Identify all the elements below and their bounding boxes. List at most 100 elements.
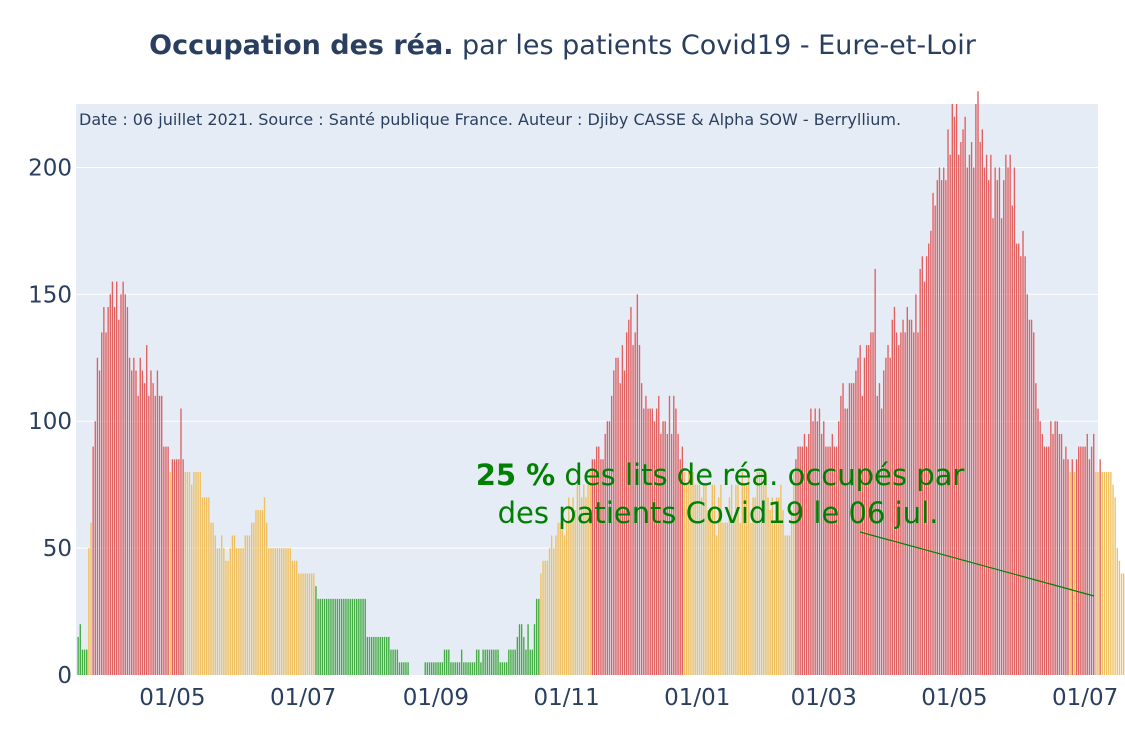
bar <box>463 662 465 675</box>
bar <box>1045 446 1048 675</box>
bar <box>1041 433 1043 675</box>
bar <box>323 598 326 675</box>
bar <box>949 154 951 675</box>
bar <box>643 408 645 675</box>
bar <box>210 522 212 675</box>
bar <box>340 598 343 675</box>
bar <box>456 662 459 675</box>
bar <box>831 433 834 675</box>
bar <box>953 116 956 675</box>
bar <box>688 471 690 675</box>
bar <box>433 662 435 675</box>
bar <box>608 421 611 675</box>
bar <box>718 497 720 675</box>
bar <box>263 497 266 675</box>
bar <box>334 598 336 675</box>
bar <box>645 395 647 675</box>
y-tick-label: 0 <box>57 663 72 689</box>
bar <box>276 548 279 675</box>
bar <box>630 307 632 675</box>
bar <box>259 510 261 675</box>
bar <box>902 319 904 675</box>
x-tick-label: 01/05 <box>139 685 205 711</box>
bar <box>201 497 204 675</box>
bar <box>1007 167 1009 675</box>
bar <box>315 586 317 675</box>
bar <box>553 548 555 675</box>
bar <box>878 383 881 675</box>
bar <box>739 522 741 675</box>
bar <box>283 548 285 675</box>
bar <box>964 116 966 675</box>
bar <box>850 383 853 675</box>
bar <box>928 243 930 675</box>
bar <box>255 510 257 675</box>
bar <box>870 332 872 675</box>
bar <box>77 636 79 675</box>
bar <box>445 649 448 675</box>
bar <box>137 395 139 675</box>
x-tick-label: 01/11 <box>533 685 599 711</box>
bar <box>351 598 354 675</box>
bar <box>103 307 105 675</box>
bar <box>233 535 236 675</box>
bar <box>377 636 379 675</box>
bar <box>664 421 666 675</box>
bar <box>270 548 272 675</box>
bar <box>510 649 512 675</box>
bar <box>576 484 579 675</box>
bar <box>482 649 484 675</box>
bar <box>649 408 651 675</box>
bar <box>715 535 718 675</box>
bar <box>368 636 371 675</box>
bar <box>349 598 351 675</box>
bar <box>375 636 377 675</box>
bar <box>700 497 703 675</box>
bar <box>771 497 774 675</box>
bar <box>670 433 673 675</box>
bar <box>430 662 433 675</box>
bar <box>1075 459 1078 675</box>
bar <box>1056 421 1058 675</box>
bar <box>561 522 564 675</box>
bar <box>857 357 859 675</box>
bar <box>760 471 763 675</box>
bar <box>426 662 429 675</box>
bar <box>460 649 463 675</box>
bar <box>328 598 330 675</box>
bar <box>570 522 572 675</box>
bar <box>236 548 238 675</box>
bar <box>501 662 504 675</box>
bar <box>634 332 636 675</box>
bar <box>366 636 369 675</box>
bar <box>840 395 842 675</box>
bar <box>454 662 456 675</box>
bar <box>887 345 889 675</box>
bar <box>904 332 906 675</box>
bar <box>705 484 707 675</box>
bar <box>574 510 576 675</box>
bar <box>499 662 501 675</box>
bar <box>298 573 300 675</box>
bar <box>855 370 857 675</box>
bar <box>703 484 705 675</box>
bar <box>448 649 450 675</box>
bar <box>720 484 722 675</box>
bar <box>355 598 358 675</box>
bar <box>658 395 660 675</box>
bar <box>681 446 684 675</box>
bar <box>225 560 227 675</box>
bar <box>186 471 189 675</box>
bar <box>979 142 981 675</box>
bar <box>936 180 938 675</box>
bar <box>640 383 643 675</box>
bar <box>628 319 630 675</box>
bar <box>874 268 876 675</box>
bar <box>126 307 129 675</box>
bar <box>962 129 964 675</box>
bar <box>244 535 246 675</box>
bar <box>990 154 992 675</box>
bar <box>790 510 793 675</box>
bar <box>238 548 240 675</box>
bar <box>846 408 849 675</box>
